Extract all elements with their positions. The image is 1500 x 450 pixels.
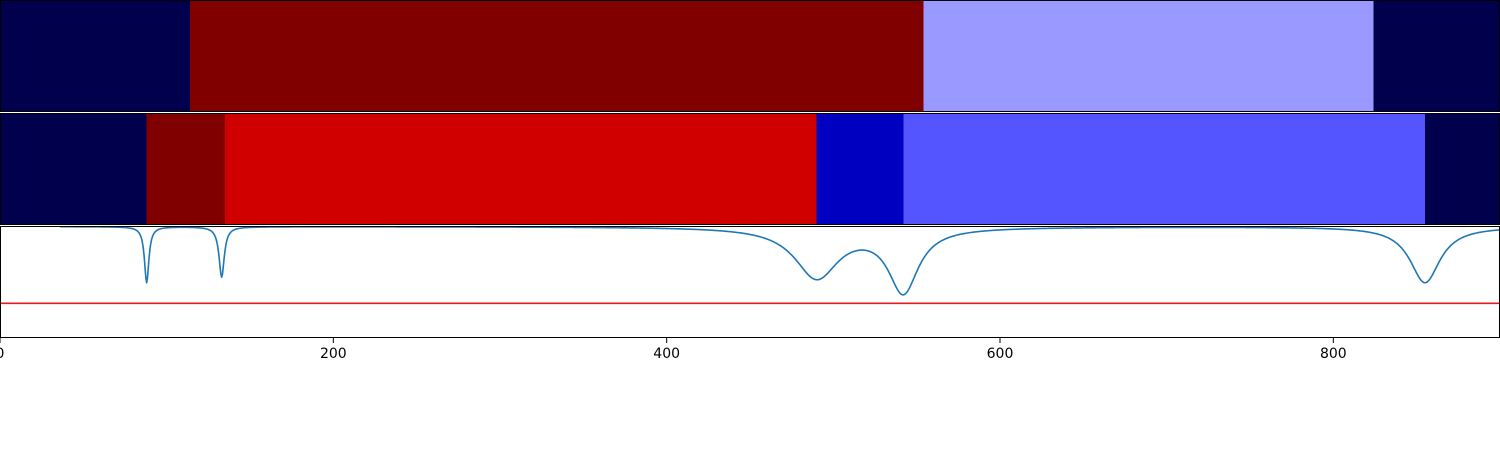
- x-tick-label-800: 800: [1320, 346, 1347, 362]
- heatmap-2-segment-4: [816, 113, 904, 225]
- x-tick-label-200: 200: [320, 346, 347, 362]
- heatmap-2-segment-2: [146, 113, 225, 225]
- heatmap-panel-1: [0, 0, 1500, 112]
- heatmap-1-segment-2: [190, 0, 924, 112]
- series-line-1: [60, 225, 1500, 296]
- heatmap-2-segment-3: [225, 113, 817, 225]
- heatmap-1-segment-4: [1373, 0, 1500, 112]
- x-tick-label-600: 600: [987, 346, 1014, 362]
- x-axis: 0 200 400 600 800: [0, 338, 1347, 362]
- heatmap-panel-2: [0, 113, 1500, 225]
- heatmap-1-segment-1: [0, 0, 190, 112]
- heatmap-1-segment-3: [923, 0, 1374, 112]
- x-tick-label-400: 400: [653, 346, 680, 362]
- line-panel: [0, 225, 1500, 338]
- heatmap-2-segment-1: [0, 113, 147, 225]
- x-tick-label-0: 0: [0, 346, 4, 362]
- heatmap-2-segment-6: [1425, 113, 1500, 225]
- heatmap-2-segment-5: [903, 113, 1425, 225]
- line-panel-frame: [0, 226, 1500, 338]
